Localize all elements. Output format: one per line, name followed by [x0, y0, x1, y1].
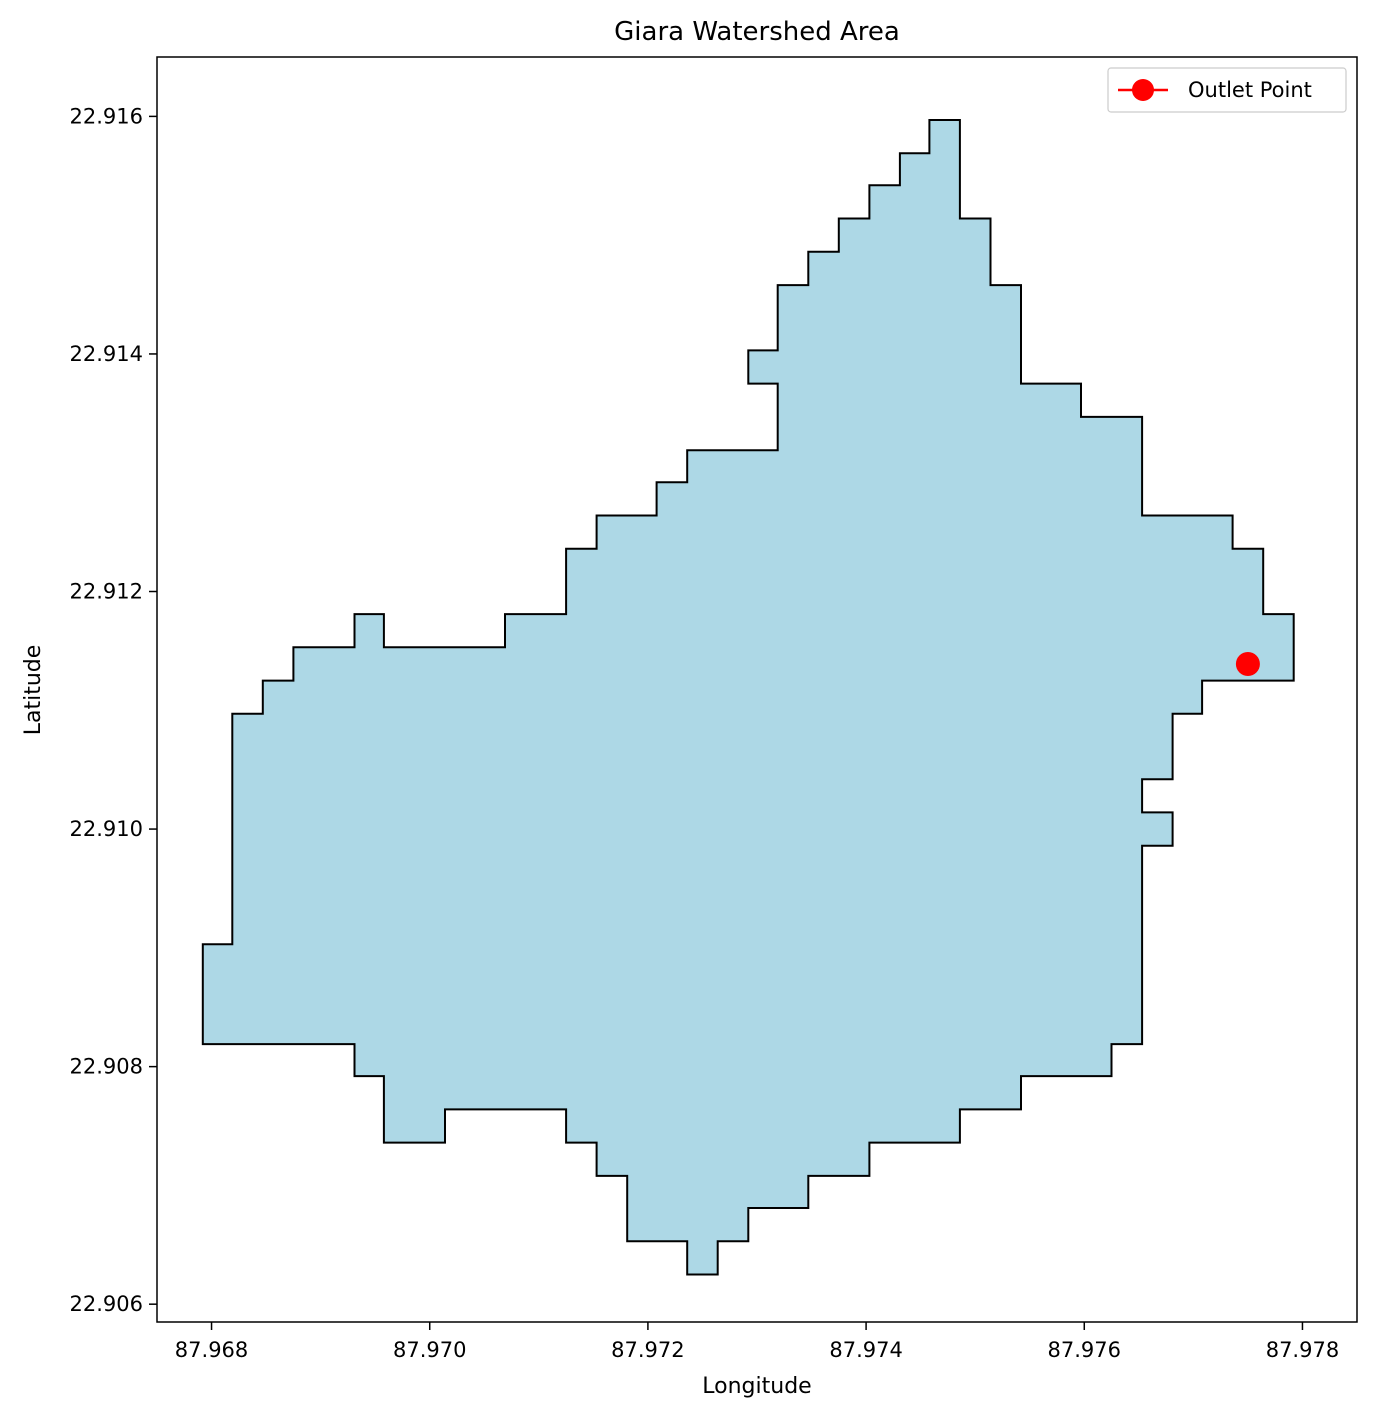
legend-box: [1107, 67, 1347, 113]
chart-title: Giara Watershed Area: [614, 17, 900, 47]
y-tick-label: 22.908: [70, 1055, 143, 1079]
x-tick-label: 87.968: [175, 1338, 248, 1362]
y-tick-label: 22.912: [70, 580, 143, 604]
legend: Outlet Point: [1107, 67, 1347, 113]
y-axis-ticks: 22.906 22.908 22.910 22.912 22.914 22.916: [70, 104, 157, 1316]
outlet-layer: [1235, 652, 1260, 676]
x-axis-label: Longitude: [702, 1374, 811, 1399]
plot-frame: [156, 56, 1358, 1323]
x-tick-label: 87.972: [611, 1338, 684, 1362]
x-tick-label: 87.970: [393, 1338, 466, 1362]
x-axis-ticks: 87.968 87.970 87.972 87.974 87.976 87.978: [175, 1322, 1339, 1362]
x-tick-label: 87.978: [1266, 1338, 1339, 1362]
outlet-point-marker: [1235, 652, 1260, 676]
x-tick-label: 87.974: [829, 1338, 902, 1362]
y-tick-label: 22.914: [70, 342, 143, 366]
legend-label-outlet-point: Outlet Point: [1188, 78, 1312, 102]
y-tick-label: 22.916: [70, 104, 143, 128]
watershed-layer: [201, 119, 1295, 1276]
y-tick-label: 22.906: [70, 1292, 143, 1316]
y-tick-label: 22.910: [70, 817, 143, 841]
legend-point-marker: [1132, 79, 1154, 101]
y-axis-label: Latitude: [21, 645, 46, 736]
watershed-polygon: [201, 119, 1295, 1276]
x-tick-label: 87.976: [1048, 1338, 1121, 1362]
